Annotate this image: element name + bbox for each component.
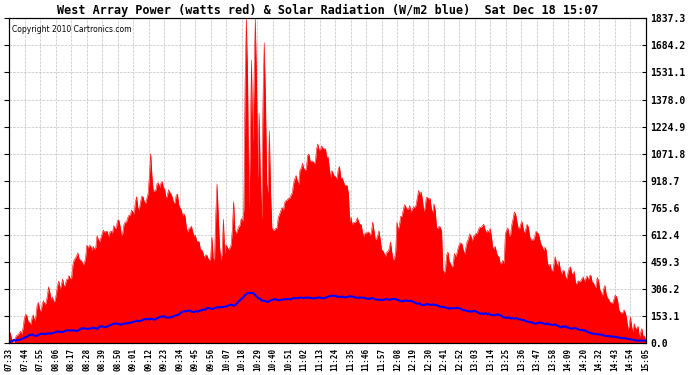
Title: West Array Power (watts red) & Solar Radiation (W/m2 blue)  Sat Dec 18 15:07: West Array Power (watts red) & Solar Rad… — [57, 4, 598, 17]
Text: Copyright 2010 Cartronics.com: Copyright 2010 Cartronics.com — [12, 25, 132, 34]
